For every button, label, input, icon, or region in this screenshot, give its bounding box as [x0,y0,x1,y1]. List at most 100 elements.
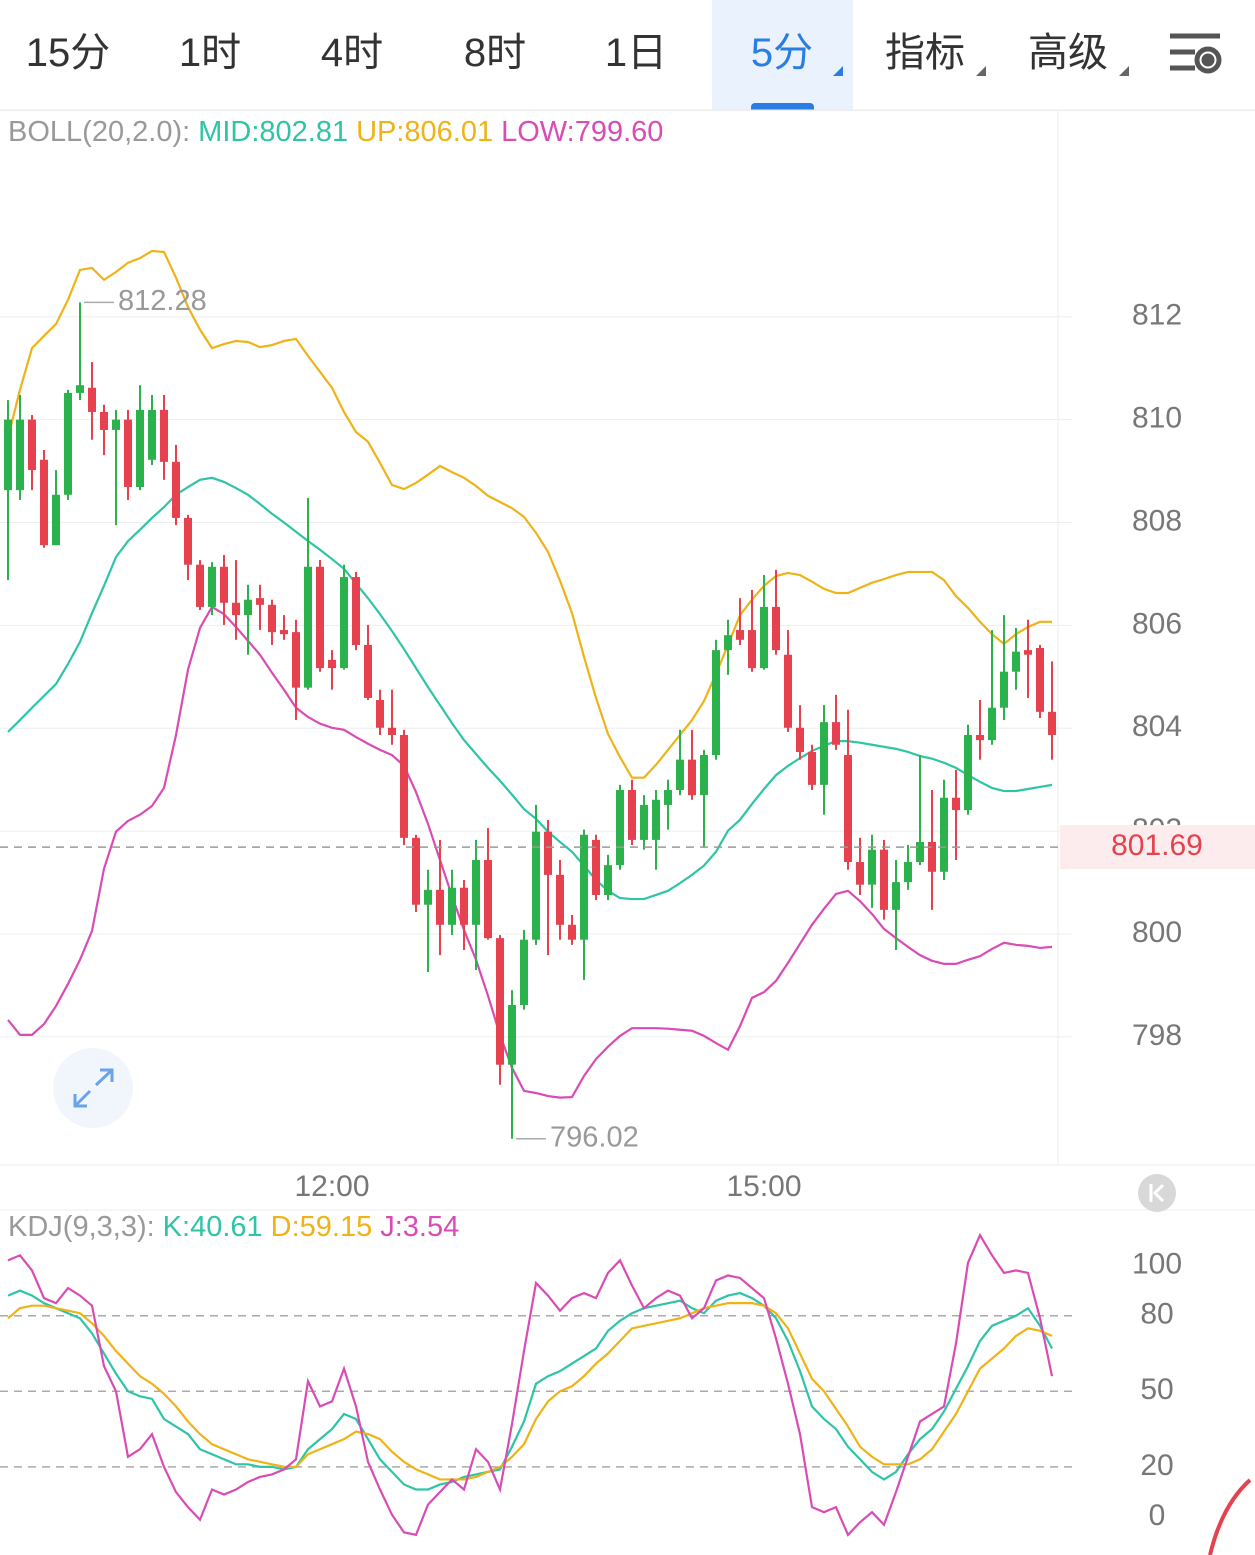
y-tick-label: 20 [1140,1449,1173,1482]
candle-body [892,882,900,910]
candle-body [136,409,144,488]
candle-body [160,409,168,462]
candle-body [184,517,192,565]
candle-body [568,924,576,940]
tab[interactable]: 高级 [998,0,1139,110]
tab-bar: 15分 1时 4时 8时 1日 5分 指标 高级 [0,0,1255,111]
candle-body [4,419,12,491]
candle-body [172,461,180,518]
legend-entry: D:59.15 [271,1211,373,1243]
candle-body [748,630,756,669]
candle-body [628,790,636,840]
collapse-button[interactable] [1138,1174,1176,1212]
tab[interactable]: 1时 [140,0,281,110]
candle-body [964,734,972,811]
tab-label: 5分 [750,31,814,75]
y-tick-label: 808 [1132,504,1182,537]
indicator-label: BOLL(20,2.0): [8,116,190,148]
y-tick-label: 810 [1132,402,1182,435]
candle-body [604,865,612,895]
candle-body [520,939,528,1006]
legend-entry: K:40.61 [163,1211,263,1243]
tab[interactable]: 指标 [855,0,996,110]
candle-body [112,419,120,430]
candle-body [736,630,744,640]
y-tick-label: 798 [1132,1019,1182,1052]
candle-body [148,409,156,460]
tab-label: 1时 [178,31,242,75]
indicator-line [7,1302,1053,1481]
candle-body [988,707,996,741]
indicator-line [7,605,1053,1099]
indicator-line [7,1232,1054,1537]
y-tick-label: 806 [1132,607,1182,640]
expand-button[interactable] [53,1048,133,1128]
tab[interactable]: 4时 [282,0,423,110]
candle-body [208,566,216,607]
candle-body [268,604,276,633]
candle-body [712,650,720,756]
x-tick-label: 12:00 [294,1170,369,1203]
indicator-label: KDJ(9,3,3): [8,1211,155,1243]
candle-body [400,734,408,838]
candle-body [928,841,936,872]
legend-entry: UP:806.01 [356,116,493,148]
candle-body [592,839,600,895]
candle-body [52,494,60,546]
candle-body [496,938,504,1065]
tab[interactable]: 15分 [0,0,139,110]
candle-body [292,632,300,688]
tab[interactable]: 5分 [711,0,853,110]
candle-body [316,566,324,669]
candle-body [976,734,984,741]
candle-body [124,419,132,488]
legend-entry: J:3.54 [380,1211,459,1243]
candle-body [640,804,648,840]
candle-body [532,831,540,940]
candle-body [424,889,432,905]
dropdown-arrow [832,66,843,76]
candle-body [328,659,336,669]
tab-label: 1日 [604,31,668,75]
indicator-line [7,1289,1053,1491]
candle-body [352,577,360,645]
max-label: 812.28 [118,285,207,317]
candle-body [40,459,48,546]
candle-body [448,887,456,925]
candle-body [100,411,108,430]
legend: BOLL(20,2.0): MID:802.81 UP:806.01 LOW:799.… [8,116,663,148]
candle-body [28,419,36,471]
current-price-box [1060,825,1255,870]
tab[interactable]: 8时 [425,0,566,110]
y-tick-label: 804 [1132,710,1182,743]
candle-body [340,577,348,669]
tab-label: 指标 [885,31,965,75]
y-tick-label: 0 [1149,1499,1166,1532]
candle-body [616,790,624,866]
legend-entry: MID:802.81 [198,116,348,148]
candle-body [256,598,264,605]
candle-body [64,392,72,495]
y-tick-label: 800 [1132,916,1182,949]
y-tick-label: 50 [1140,1373,1173,1406]
min-label: 796.02 [550,1121,639,1153]
candle-body [784,654,792,728]
candle-body [688,759,696,796]
candle-body [436,889,444,925]
candle-body [856,862,864,885]
tab-label: 15分 [25,31,111,75]
dropdown-arrow [975,66,986,76]
tab[interactable]: 1日 [566,0,707,110]
settings-icon[interactable] [1170,33,1222,74]
indicator-line [7,476,1053,901]
candle-body [760,606,768,669]
tab-label: 高级 [1028,31,1108,75]
candle-body [280,630,288,635]
candle-body [304,566,312,688]
candle-body [832,722,840,745]
y-tick-label: 80 [1140,1298,1173,1331]
candle-body [796,727,804,752]
candle-body [88,387,96,412]
candle-body [724,635,732,651]
